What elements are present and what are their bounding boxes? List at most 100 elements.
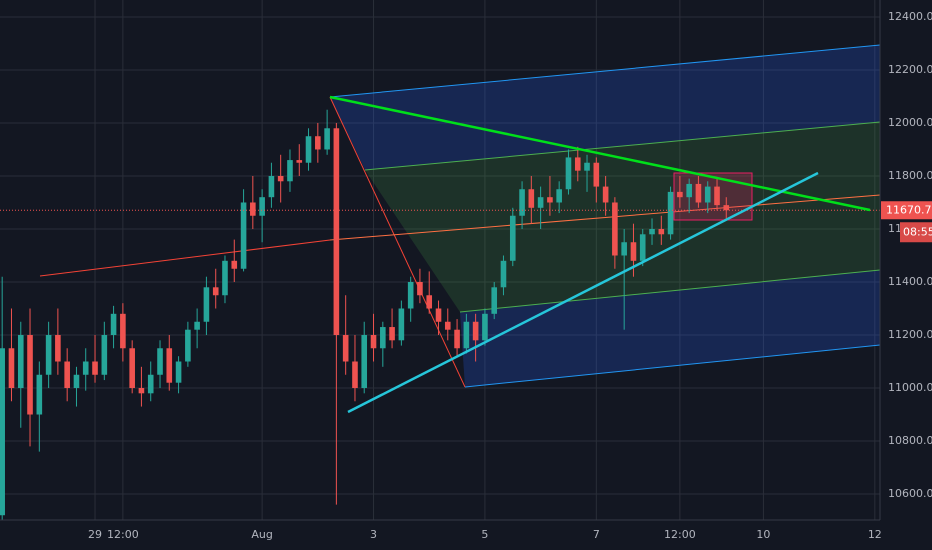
candle-body — [8, 348, 15, 389]
y-tick-label: 12200.00 — [888, 63, 932, 76]
candle-body — [500, 260, 507, 288]
pitchfork-middle-zone — [365, 122, 880, 312]
candle-body — [370, 335, 377, 349]
median-line — [39, 239, 331, 277]
pitchfork-upper-zone — [330, 45, 880, 170]
candle-body — [491, 287, 498, 314]
grid — [0, 0, 880, 520]
drawings — [39, 44, 881, 388]
x-tick-label: 12:00 — [664, 528, 696, 541]
candle-body — [231, 260, 238, 269]
candle-body — [315, 136, 321, 150]
time-axis — [0, 520, 932, 550]
candle-body — [166, 348, 173, 383]
candle-body — [203, 287, 210, 322]
candle-body — [185, 329, 191, 362]
candle-body — [649, 228, 655, 235]
candle-body — [120, 313, 126, 349]
candle-body — [444, 321, 451, 330]
candle-body — [686, 183, 692, 198]
x-tick-label: 3 — [370, 528, 377, 541]
candle-body — [509, 215, 516, 261]
candle-body — [352, 361, 358, 389]
candle-body — [658, 228, 665, 235]
candle-body — [667, 191, 674, 235]
y-tick-label: 11200.00 — [888, 328, 932, 341]
candle-body — [27, 335, 33, 415]
candle-body — [435, 308, 442, 322]
candle-body — [0, 348, 5, 516]
pitchfork-line — [364, 121, 881, 171]
last-price-tag — [881, 201, 932, 220]
candle-body — [714, 186, 720, 206]
candle-body — [407, 281, 414, 309]
candle-body — [45, 335, 52, 375]
candle-body — [324, 128, 330, 150]
candle-body — [677, 191, 683, 198]
candle-body — [147, 374, 154, 394]
candle-body — [138, 388, 145, 394]
candle-body — [250, 202, 256, 216]
y-tick-label: 12400.00 — [888, 10, 932, 23]
candle-body — [287, 160, 293, 182]
x-tick-label: 12:00 — [107, 528, 139, 541]
candle-body — [212, 287, 219, 296]
support-line — [347, 171, 819, 414]
x-tick-label: 5 — [481, 528, 488, 541]
candle-body — [398, 308, 405, 341]
last-price-label: 11670.70 — [886, 203, 932, 216]
candle-body — [296, 160, 303, 163]
candle-body — [519, 189, 525, 216]
x-tick-label: 29 — [88, 528, 102, 541]
candle-body — [612, 202, 618, 256]
candle-body — [101, 335, 108, 375]
candle-body — [64, 361, 70, 389]
pitchfork-line — [464, 344, 881, 388]
median-line — [329, 194, 881, 241]
candle-body — [259, 197, 265, 216]
pitchfork-lower-zone — [460, 270, 880, 387]
candle-body — [723, 205, 730, 211]
candle-body — [417, 281, 423, 296]
candle-body — [268, 175, 275, 198]
candle-body — [528, 189, 535, 208]
candle-body — [630, 242, 637, 261]
x-tick-label: 12 — [868, 528, 882, 541]
pitchfork-line — [329, 44, 881, 98]
candle-body — [222, 260, 228, 296]
candle-body — [454, 329, 460, 349]
candle-body — [556, 189, 562, 203]
candle-body — [175, 361, 182, 383]
y-tick-label: 10600.00 — [888, 487, 932, 500]
price-axis — [880, 0, 932, 550]
candle-body — [639, 234, 646, 261]
candles — [0, 109, 880, 521]
candle-body — [472, 321, 479, 341]
candle-body — [602, 186, 609, 203]
candle-body — [129, 348, 135, 389]
candle-body — [17, 335, 24, 389]
candle-body — [584, 162, 590, 171]
candle-body — [389, 327, 395, 341]
candle-body — [593, 162, 600, 187]
candle-body — [380, 327, 386, 349]
candle-body — [463, 321, 470, 349]
countdown-tag — [900, 222, 932, 243]
candle-body — [537, 197, 544, 208]
x-tick-label: 10 — [756, 528, 770, 541]
candle-body — [92, 361, 98, 375]
candle-body — [565, 157, 572, 190]
countdown-label: 08:55 — [903, 225, 932, 238]
x-tick-label: 7 — [593, 528, 600, 541]
pitchfork-handle — [329, 96, 466, 388]
candle-body — [333, 128, 340, 336]
y-tick-label: 11800.00 — [888, 169, 932, 182]
trendlines — [329, 95, 871, 414]
candle-body — [482, 313, 488, 341]
candle-body — [704, 186, 711, 203]
y-tick-label: 10800.00 — [888, 434, 932, 447]
x-tick-label: Aug — [251, 528, 272, 541]
